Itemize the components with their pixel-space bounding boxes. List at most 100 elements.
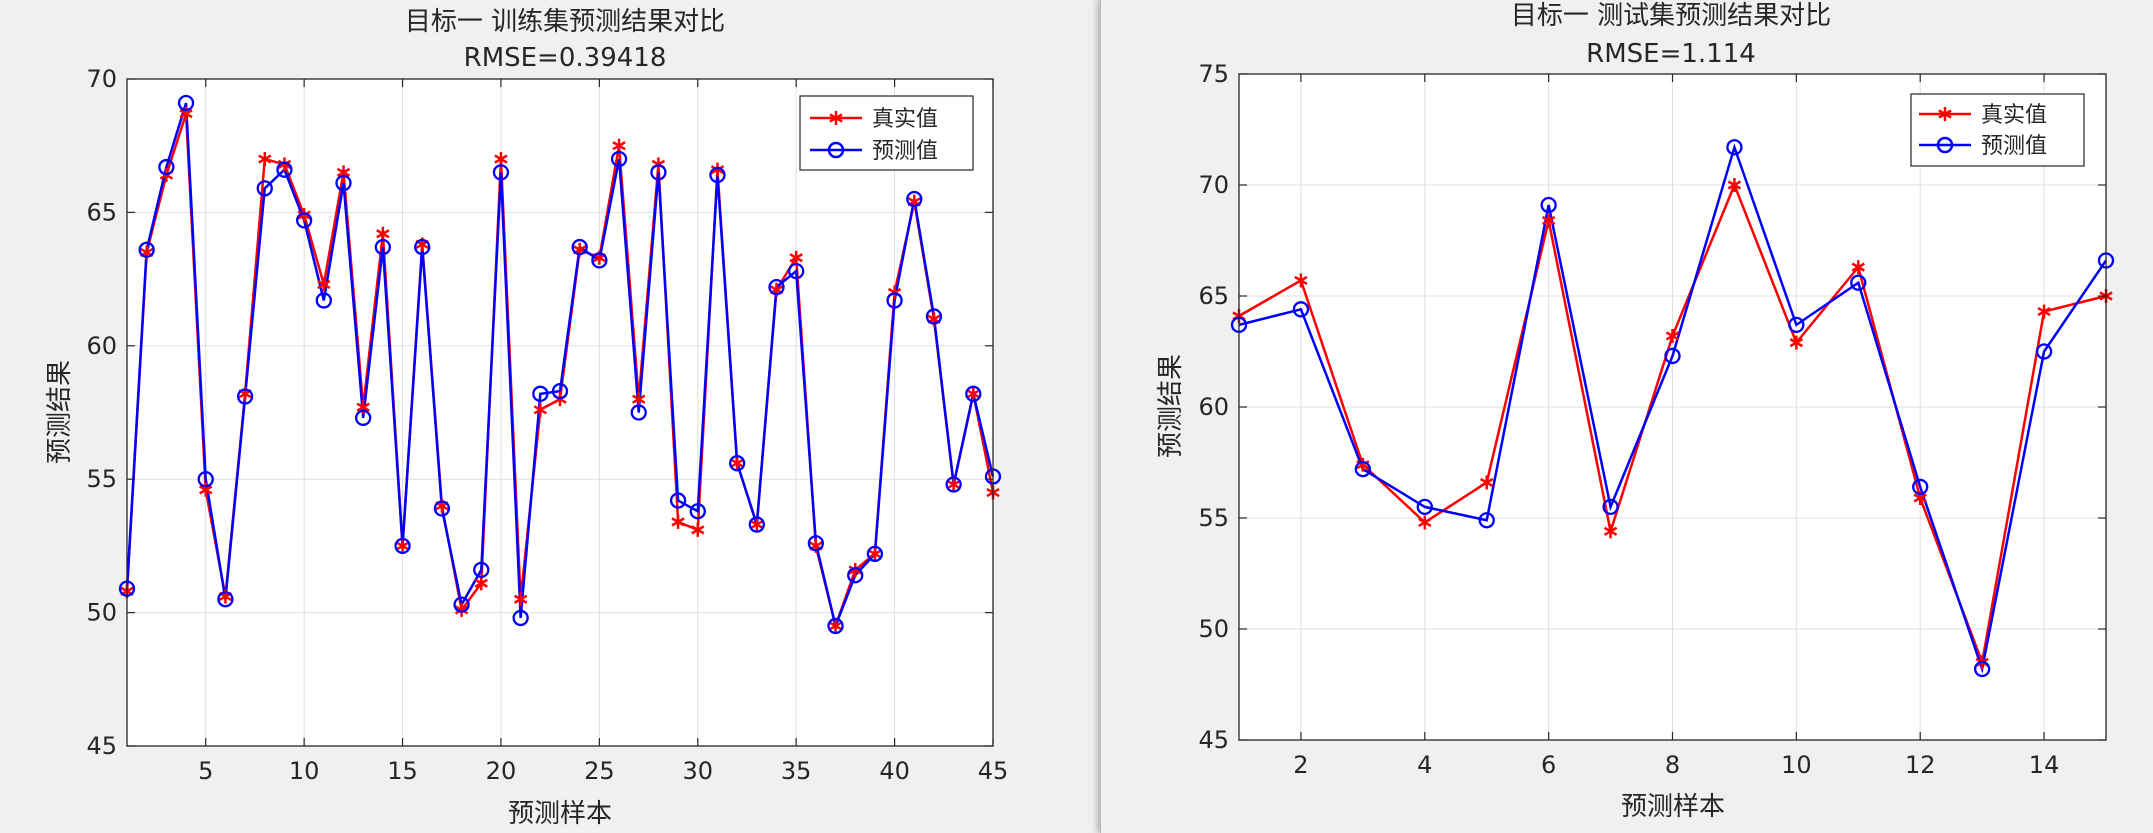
data-point-true-stroke	[612, 141, 626, 151]
data-point-pred	[1912, 478, 1929, 496]
data-point-true-stroke	[494, 154, 508, 164]
data-point-true	[1727, 178, 1742, 192]
data-point-pred	[591, 252, 608, 269]
series-line-pred	[125, 102, 995, 631]
legend-asterisk	[829, 111, 843, 125]
data-point-true-stroke	[632, 394, 646, 404]
data-point-true-stroke	[356, 402, 370, 412]
data-point-true	[848, 562, 862, 577]
data-point-true-stroke	[1603, 526, 1618, 536]
data-point-true	[1541, 213, 1556, 228]
data-point-pred	[473, 561, 490, 579]
data-point-true	[1789, 335, 1804, 350]
data-point-true	[632, 392, 646, 407]
data-point-true-stroke	[1727, 180, 1742, 190]
y-tick-label: 65	[86, 198, 117, 226]
legend-label-pred: 预测值	[872, 139, 938, 164]
data-point-true-stroke	[474, 578, 488, 588]
data-point-pred	[1788, 316, 1805, 334]
data-point-true-stroke	[336, 167, 351, 177]
data-point-true	[533, 402, 548, 417]
legend-asterisk-stroke	[1938, 109, 1952, 119]
data-point-true-stroke	[671, 517, 685, 527]
y-axis-label: 预测结果	[1156, 354, 1186, 458]
data-point-true	[2037, 304, 2051, 319]
data-point-true-stroke	[1913, 493, 1927, 503]
data-point-true-stroke	[789, 253, 803, 263]
data-point-true	[376, 226, 390, 241]
y-tick-label: 60	[1198, 393, 1229, 421]
data-point-true-stroke	[691, 525, 705, 535]
data-point-true-stroke	[868, 549, 882, 559]
data-point-pred	[433, 500, 451, 517]
data-point-true	[1480, 475, 1494, 490]
y-tick-label: 45	[1198, 726, 1229, 754]
data-point-pred	[532, 385, 549, 402]
data-point-pred	[335, 174, 352, 192]
x-tick-label: 6	[1541, 751, 1556, 779]
data-point-true-stroke	[730, 458, 744, 468]
plot-area: 5 10 15 20 25 30 35 40 45 45 50 55 60 65 70	[86, 65, 1008, 785]
data-point-pred	[256, 180, 273, 197]
data-point-pred	[728, 455, 746, 472]
y-tick-label: 70	[1198, 171, 1229, 199]
data-point-true	[277, 157, 292, 172]
data-point-pred	[1726, 139, 1743, 156]
data-point-pred	[138, 241, 155, 258]
x-tick-label: 25	[584, 757, 615, 785]
series-line-pred	[1238, 143, 2108, 674]
data-point-true-stroke	[179, 109, 193, 119]
x-tick-label: 8	[1665, 751, 1680, 779]
data-point-true	[828, 618, 843, 633]
data-point-pred	[945, 476, 962, 493]
legend-marker-true	[1938, 107, 1952, 121]
data-point-true-stroke	[395, 541, 410, 551]
chart-title: 目标一 训练集预测结果对比	[405, 7, 725, 37]
data-point-true	[395, 538, 410, 553]
x-axis-label: 预测样本	[508, 799, 612, 829]
legend-asterisk	[1938, 107, 1952, 121]
data-point-true-stroke	[966, 389, 981, 399]
x-tick-label: 30	[682, 757, 713, 785]
data-point-pred	[965, 385, 982, 402]
data-point-pred	[2035, 343, 2053, 360]
data-point-true	[513, 592, 528, 607]
data-point-pred	[1602, 498, 1619, 516]
data-point-pred	[571, 238, 588, 256]
data-point-true	[1294, 273, 1308, 288]
data-point-true	[1418, 515, 1432, 530]
x-tick-label: 35	[781, 757, 812, 785]
x-tick-label: 15	[387, 757, 418, 785]
data-point-pred	[650, 164, 667, 181]
x-tick-label: 5	[198, 757, 213, 785]
data-point-true	[730, 456, 744, 471]
data-point-true-stroke	[828, 621, 843, 631]
data-point-pred	[768, 278, 785, 296]
legend-marker-pred	[1936, 136, 1954, 154]
data-point-pred	[1850, 274, 1867, 291]
data-point-true	[494, 152, 508, 167]
data-point-true-stroke	[750, 519, 764, 530]
data-point-true-stroke	[2037, 306, 2051, 317]
x-tick-label: 20	[486, 757, 517, 785]
data-point-true-stroke	[1294, 275, 1308, 286]
data-point-pred	[1478, 512, 1495, 529]
data-point-true	[750, 517, 764, 532]
data-point-true	[1851, 260, 1865, 275]
x-axis-label: 预测样本	[1621, 792, 1725, 822]
data-point-pred	[217, 591, 234, 608]
data-point-pred	[394, 537, 411, 555]
data-point-pred	[276, 161, 293, 178]
data-point-pred	[709, 166, 726, 184]
legend-marker-pred	[827, 141, 845, 159]
data-point-true-stroke	[317, 279, 331, 290]
x-tick-label: 40	[879, 757, 910, 785]
y-tick-label: 55	[1198, 504, 1229, 532]
data-point-pred	[512, 609, 529, 627]
data-point-pred	[355, 409, 372, 426]
data-point-true-stroke	[848, 565, 862, 575]
data-point-true-stroke	[946, 479, 961, 490]
data-point-true	[317, 277, 331, 292]
legend-box	[799, 95, 974, 171]
plot-background	[127, 79, 993, 746]
